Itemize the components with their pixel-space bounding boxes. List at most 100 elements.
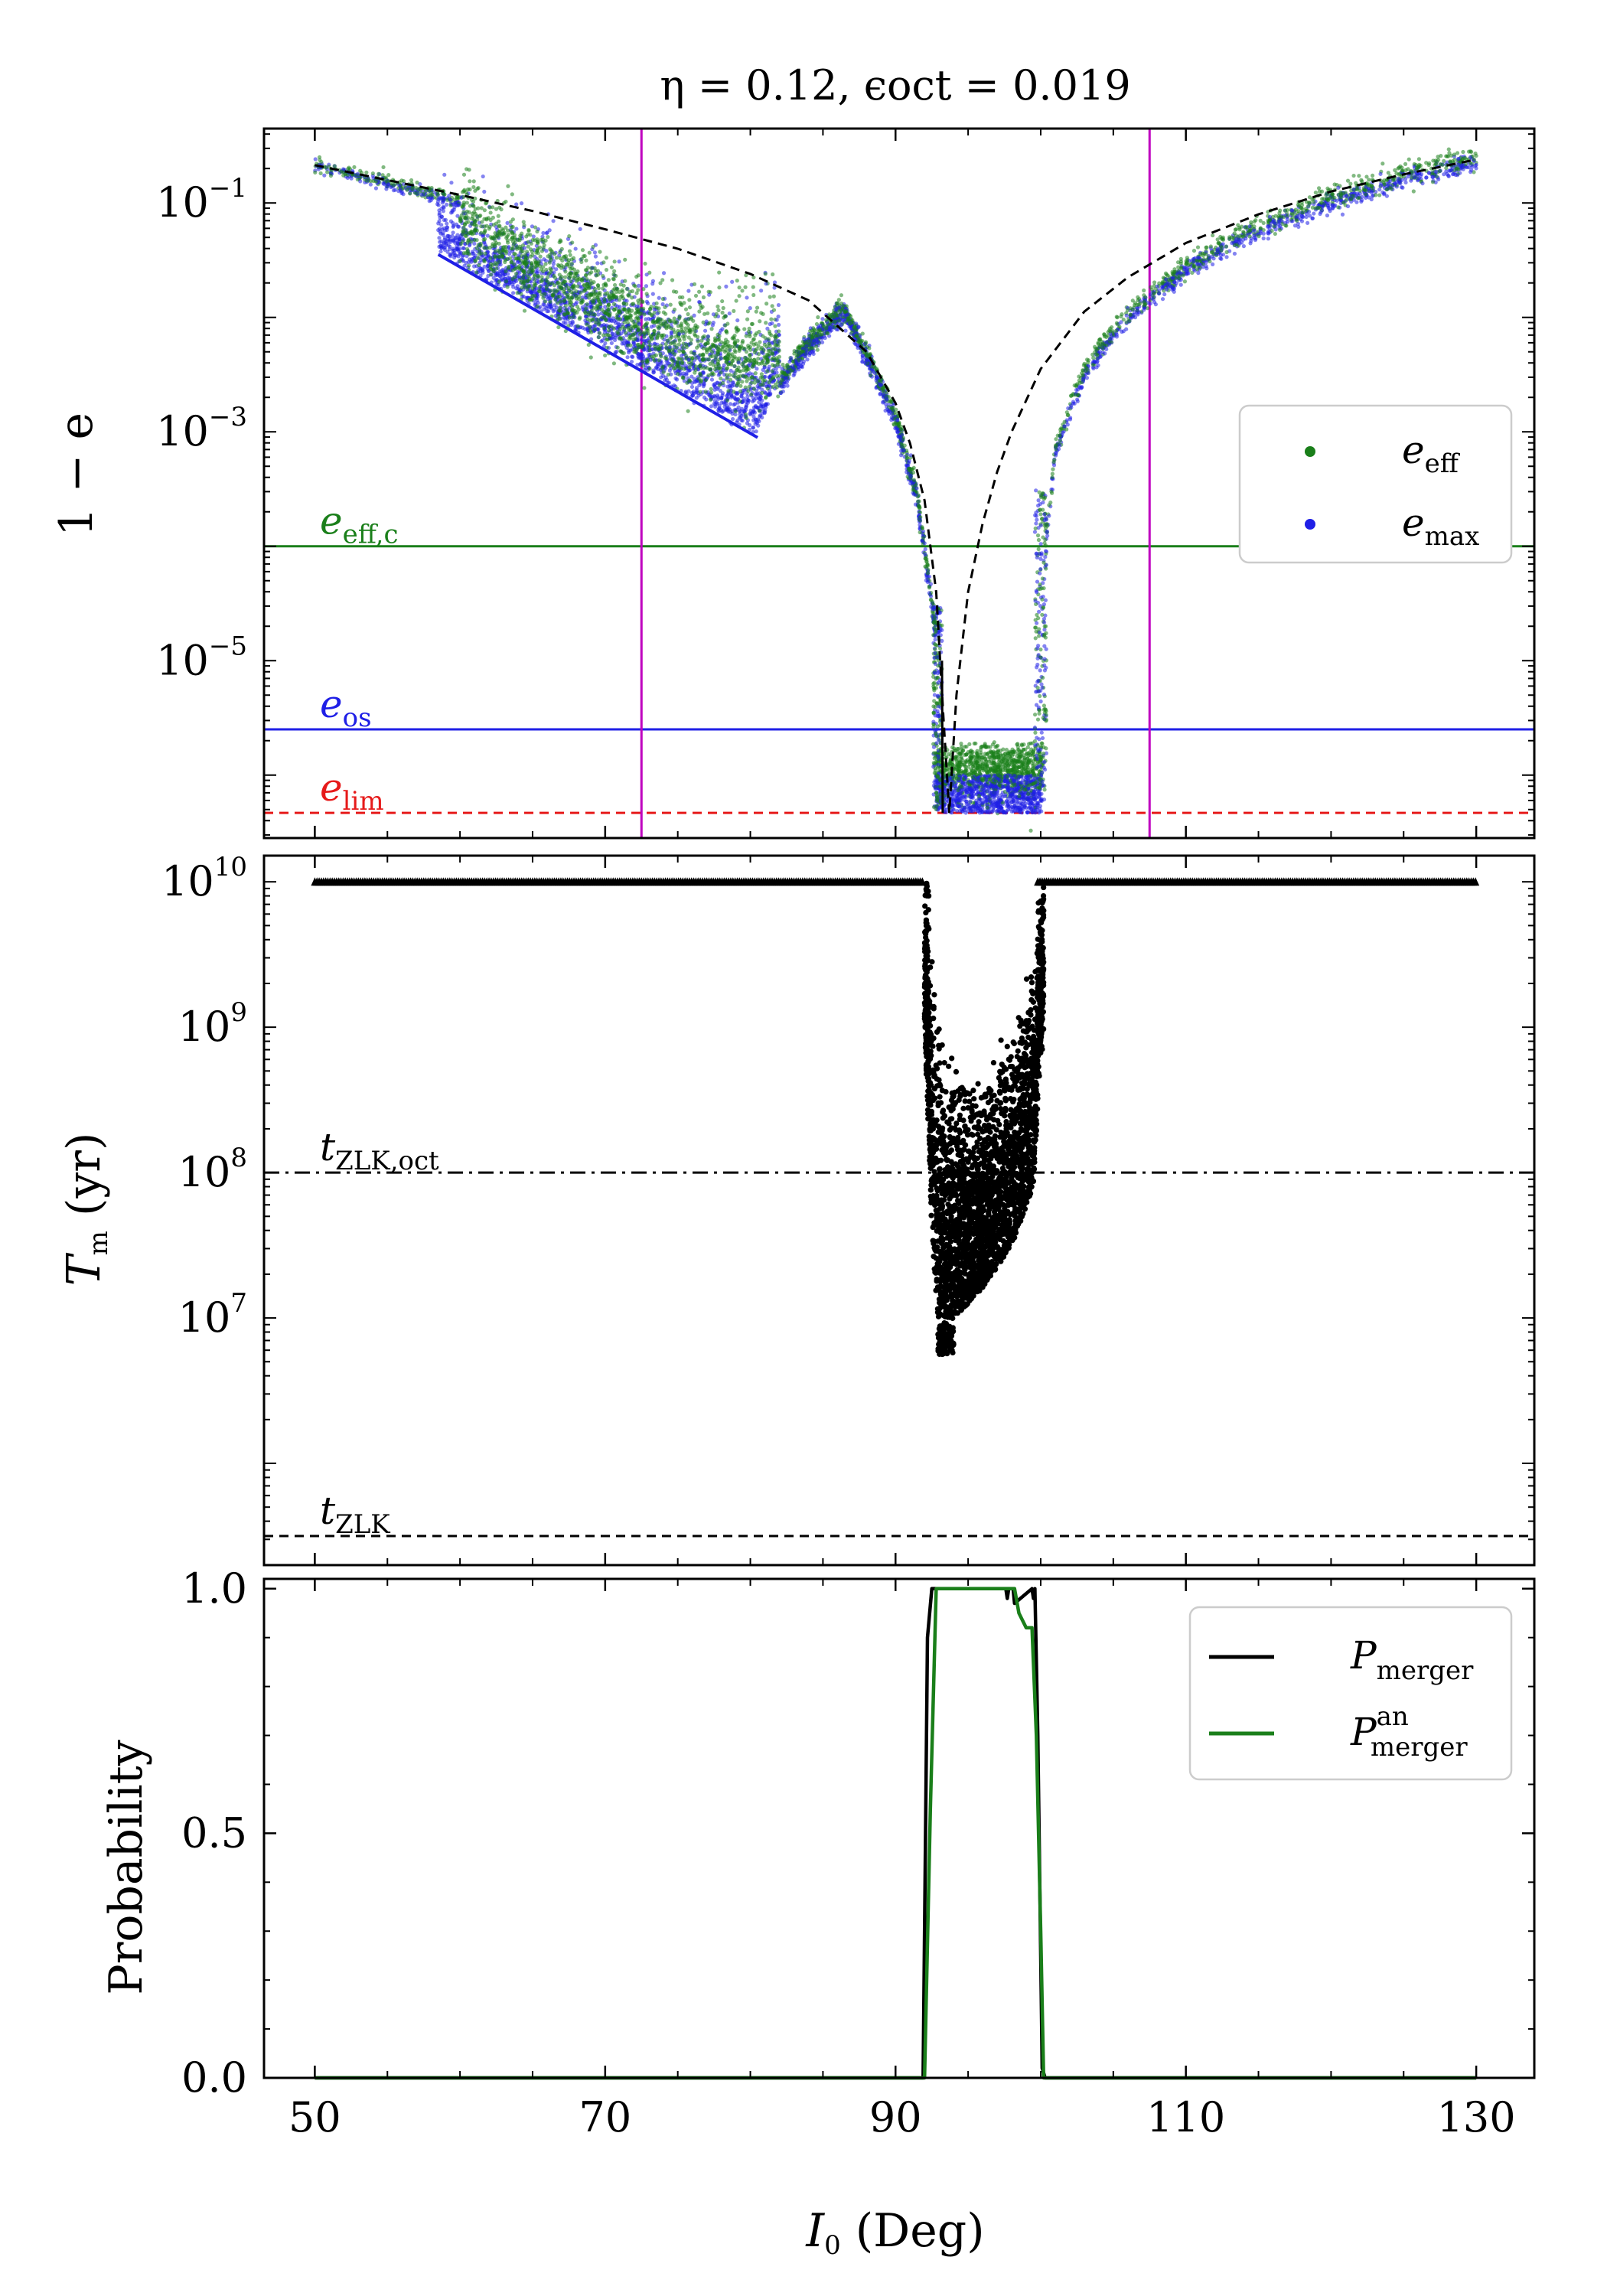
outlier-point [677, 331, 682, 336]
emax-point [762, 410, 767, 415]
eeff-point [677, 315, 682, 319]
eeff-point [476, 206, 481, 210]
eeff-point [575, 305, 580, 309]
eeff-point [539, 279, 545, 283]
eeff-point [673, 321, 678, 325]
eeff-point [584, 306, 588, 311]
eeff-point [753, 371, 758, 376]
emax-point [914, 486, 919, 491]
eeff-point [687, 305, 693, 310]
eeff-point [587, 285, 592, 289]
eeff-point [780, 370, 784, 375]
outlier-point [657, 295, 661, 300]
eeff-point [734, 298, 738, 303]
emax-point [448, 197, 452, 202]
outlier-point [764, 302, 769, 306]
eeff-point [643, 261, 647, 266]
eeff-point [410, 188, 415, 192]
outlier-point [635, 325, 640, 329]
eeff-point [734, 325, 739, 330]
eeff-point [898, 427, 903, 432]
outlier-point [771, 294, 776, 298]
eeff-point [631, 319, 636, 325]
eeff-point [709, 390, 714, 395]
eeff-point [318, 171, 323, 176]
emax-point [551, 219, 556, 223]
eeff-point [623, 279, 627, 283]
emax-point [436, 203, 441, 207]
emax-point [812, 338, 817, 344]
eeff-point [774, 343, 779, 347]
eeff-point [510, 246, 515, 251]
eeff-point [667, 349, 671, 354]
emax-point [482, 189, 487, 194]
eeff-point [614, 306, 618, 311]
eeff-point [586, 312, 591, 317]
outlier-point [719, 356, 723, 361]
eeff-point [553, 297, 558, 302]
outlier-point [761, 334, 765, 338]
eeff-point [510, 230, 514, 235]
outlier-point [637, 283, 641, 289]
emax-point [455, 233, 460, 237]
emax-point [482, 264, 487, 269]
eeff-point [537, 245, 543, 249]
eeff-point [745, 365, 749, 370]
eeff-point [488, 262, 494, 266]
eeff-point [693, 293, 699, 298]
outlier-point [711, 321, 715, 325]
outlier-point [660, 278, 665, 282]
eeff-point [751, 386, 756, 391]
eeff-point [807, 342, 812, 347]
outlier-point [650, 279, 656, 283]
outlier-point [732, 341, 737, 346]
emax-point [730, 416, 735, 422]
outlier-point [767, 341, 771, 346]
emax-point [728, 383, 732, 388]
eeff-point [636, 273, 641, 278]
eeff-point [713, 364, 719, 369]
emax-point [445, 227, 449, 232]
eeff-point [579, 290, 583, 295]
eeff-point [756, 356, 761, 361]
eeff-point [381, 165, 386, 170]
eeff-point [492, 234, 497, 239]
eeff-point [391, 183, 396, 188]
eeff-point [587, 250, 592, 255]
emax-point [647, 316, 651, 321]
eeff-point [529, 262, 534, 266]
emax-point [451, 239, 456, 243]
eeff-point [617, 308, 621, 313]
emax-point [573, 246, 578, 251]
emax-point [712, 387, 717, 392]
eeff-point [604, 256, 609, 260]
eeff-point [460, 190, 465, 194]
eeff-point [627, 334, 632, 339]
eeff-point [748, 359, 753, 364]
eeff-point [758, 409, 762, 413]
emax-point [437, 211, 442, 216]
eeff-point [622, 326, 627, 331]
emax-point [451, 224, 455, 230]
outlier-point [649, 312, 654, 318]
emax-point [438, 231, 443, 236]
eeff-point [473, 228, 478, 233]
eeff-point [720, 310, 725, 315]
eeff-point [699, 373, 703, 377]
eeff-point [725, 398, 730, 403]
outlier-point [735, 279, 739, 283]
emax-point [871, 369, 875, 374]
eeff-point [579, 277, 584, 282]
eeff-point [719, 376, 723, 381]
eeff-point [592, 266, 597, 271]
eeff-point [601, 309, 606, 315]
eeff-point [696, 339, 700, 344]
eeff-point [604, 333, 609, 338]
eeff-point [611, 276, 615, 281]
eeff-point [567, 315, 572, 320]
outlier-point [736, 360, 741, 365]
emax-point [864, 360, 869, 365]
emax-point [884, 396, 888, 400]
eeff-point [661, 323, 667, 328]
eeff-point [548, 247, 553, 252]
